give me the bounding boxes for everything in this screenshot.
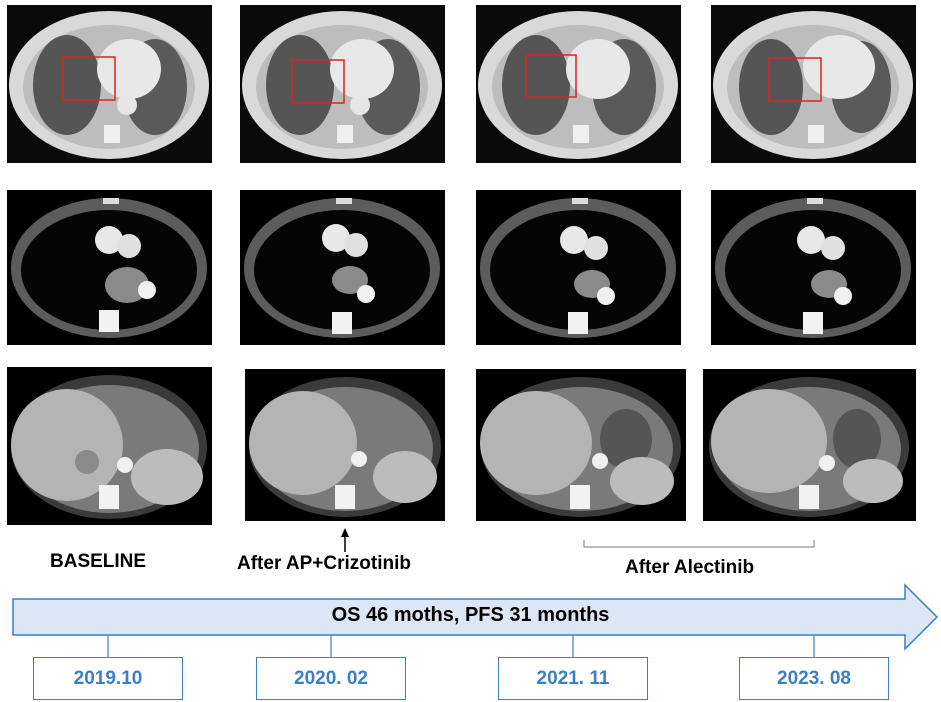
lesion-highlight-box bbox=[768, 57, 822, 102]
alectinib-bracket bbox=[583, 540, 815, 548]
timeline-text: OS 46 moths, PFS 31 months bbox=[331, 604, 610, 626]
mediastinal-ct-2020 bbox=[240, 190, 445, 345]
mediastinal-ct-2021 bbox=[476, 190, 681, 345]
abdominal-ct-2020 bbox=[245, 369, 445, 521]
date-box-2021: 2021. 11 bbox=[498, 657, 648, 700]
label-baseline: BASELINE bbox=[50, 551, 147, 572]
lesion-highlight-box bbox=[291, 59, 345, 104]
up-arrow-icon bbox=[341, 528, 349, 552]
lung-ct-image bbox=[7, 5, 212, 163]
date-box-2020: 2020. 02 bbox=[256, 657, 406, 700]
mediastinal-ct-baseline bbox=[7, 190, 212, 345]
abdominal-ct-baseline bbox=[7, 367, 212, 525]
lesion-highlight-box bbox=[62, 56, 116, 101]
lung-ct-2020 bbox=[240, 5, 445, 163]
abdominal-ct-2023 bbox=[703, 369, 916, 521]
label-after-crizotinib: After AP+Crizotinib bbox=[237, 553, 411, 574]
date-box-2023: 2023. 08 bbox=[739, 657, 889, 700]
date-box-2019: 2019.10 bbox=[33, 657, 183, 700]
lung-ct-2021 bbox=[476, 5, 681, 163]
lesion-highlight-box bbox=[525, 54, 577, 98]
label-after-alectinib: After Alectinib bbox=[625, 557, 755, 578]
lung-ct-2023 bbox=[711, 5, 916, 163]
lung-ct-baseline bbox=[7, 5, 212, 163]
mediastinal-ct-2023 bbox=[711, 190, 916, 345]
abdominal-ct-2021 bbox=[476, 369, 686, 521]
